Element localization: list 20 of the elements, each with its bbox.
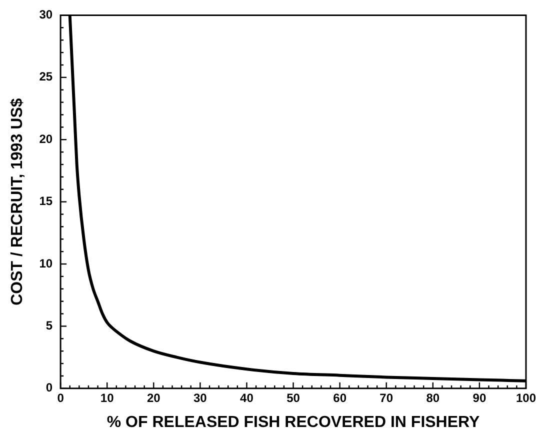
y-tick-label: 0 xyxy=(46,380,53,395)
y-axis-title: COST / RECRUIT, 1993 US$ xyxy=(9,98,26,306)
x-tick-label: 50 xyxy=(286,390,300,405)
x-tick-label: 0 xyxy=(57,390,64,405)
x-axis-title: % OF RELEASED FISH RECOVERED IN FISHERY xyxy=(106,414,480,431)
x-tick-label: 100 xyxy=(516,390,536,405)
x-tick-label: 20 xyxy=(146,390,161,405)
y-tick-label: 20 xyxy=(39,132,53,146)
x-tick-label: 60 xyxy=(333,390,347,405)
y-tick-label: 15 xyxy=(39,194,53,208)
x-tick-label: 40 xyxy=(240,390,254,405)
x-tick-label: 70 xyxy=(380,390,394,405)
x-tick-label: 80 xyxy=(426,390,440,405)
x-tick-label: 30 xyxy=(194,390,208,405)
x-tick-label: 90 xyxy=(472,390,486,405)
y-tick-label: 25 xyxy=(39,70,53,84)
y-tick-label: 5 xyxy=(46,318,53,333)
x-tick-label: 10 xyxy=(100,390,114,405)
y-tick-label: 30 xyxy=(39,8,53,22)
y-tick-label: 10 xyxy=(39,256,53,270)
